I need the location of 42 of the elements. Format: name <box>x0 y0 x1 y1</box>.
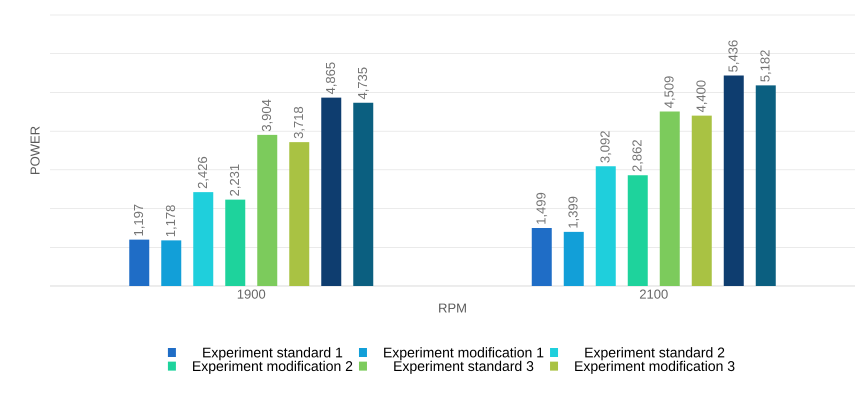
legend-label: Experiment modification 1 <box>384 347 544 360</box>
data-label: 4,509 <box>664 76 676 108</box>
legend-label: Experiment modification 3 <box>575 360 734 374</box>
bar <box>692 116 712 286</box>
bar <box>564 232 584 286</box>
data-label: 2,426 <box>198 156 209 188</box>
bar <box>756 85 776 286</box>
legend-label: Experiment modification 2 <box>193 360 352 374</box>
legend-label: Experiment standard 1 <box>203 347 342 360</box>
x-tick-label: 1900 <box>238 290 266 299</box>
data-label: 1,499 <box>536 192 548 224</box>
data-label: 5,182 <box>760 50 772 82</box>
bar <box>257 134 278 286</box>
bar <box>596 166 616 286</box>
bar <box>660 111 680 286</box>
bar <box>724 76 744 286</box>
data-label: 4,400 <box>696 80 708 112</box>
bar <box>532 228 552 286</box>
data-label: 4,735 <box>358 68 369 100</box>
data-label: 3,904 <box>262 100 273 132</box>
legend-label: Experiment standard 2 <box>585 347 724 360</box>
data-label: 4,865 <box>326 62 337 94</box>
data-label: 1,178 <box>166 205 177 236</box>
bar <box>129 240 150 286</box>
data-label: 1,197 <box>134 204 145 236</box>
bar <box>161 240 182 286</box>
x-tick-label: 2100 <box>640 290 668 299</box>
y-axis-title: POWER <box>30 126 40 174</box>
legend-label: Experiment standard 3 <box>394 360 534 374</box>
bar <box>321 98 342 286</box>
x-axis-title: RPM <box>439 304 466 313</box>
data-label: 5,436 <box>728 40 740 72</box>
bar <box>289 142 310 286</box>
bar <box>628 175 648 286</box>
bar <box>225 200 246 286</box>
bar <box>193 192 214 286</box>
data-label: 3,092 <box>600 131 612 163</box>
data-label: 2,231 <box>230 164 241 196</box>
data-label: 3,718 <box>294 106 305 138</box>
data-label: 1,399 <box>568 196 580 228</box>
bar <box>353 102 374 286</box>
data-label: 2,862 <box>632 140 644 172</box>
